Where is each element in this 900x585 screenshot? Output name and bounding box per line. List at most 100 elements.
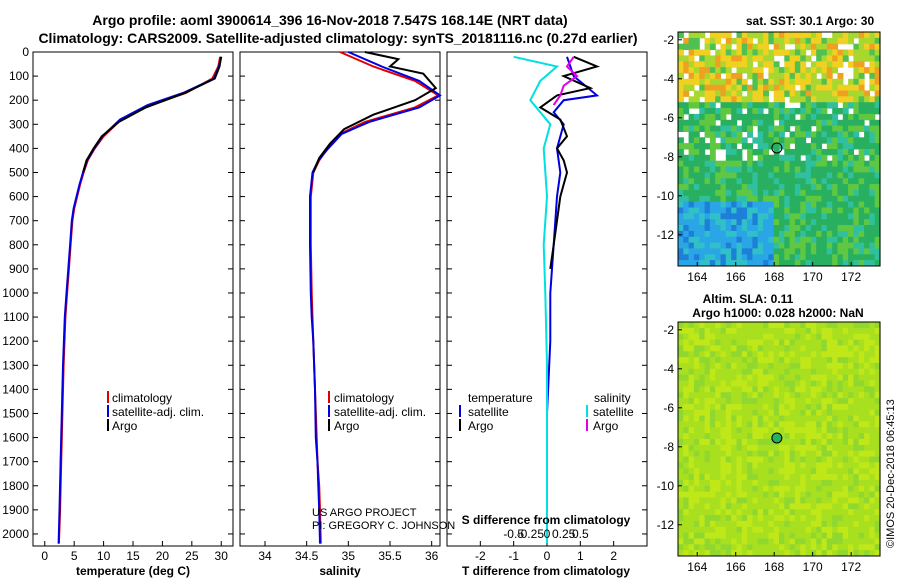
s-x-tick-label: 0.5 [572, 527, 589, 541]
map-cell [741, 468, 748, 475]
map-cell [858, 125, 865, 132]
map-cell [837, 322, 844, 329]
x-tick-label: 5 [71, 549, 78, 563]
map-cell [741, 392, 748, 399]
map-cell [821, 322, 828, 329]
map-cell [768, 67, 775, 74]
y-tick-label: 1600 [2, 431, 29, 445]
series-line-climatology [309, 51, 441, 544]
map-cell [678, 236, 684, 244]
map-cell [731, 339, 738, 346]
map-cell [848, 392, 854, 399]
map-cell [842, 225, 849, 232]
map-cell [779, 67, 785, 74]
map-cell [779, 84, 785, 92]
map-cell [731, 362, 738, 370]
map-cell [678, 362, 684, 370]
map-cell [773, 515, 780, 522]
sst-map: 164 166 168 170 172-2-4-6-8-10-12 [657, 31, 881, 284]
map-cell [784, 409, 791, 417]
map-cell [725, 439, 732, 446]
map-cell [821, 213, 828, 220]
map-cell [832, 149, 839, 156]
map-cell [678, 225, 684, 232]
map-cell [678, 538, 684, 545]
map-cell [725, 225, 732, 232]
map-cell [837, 37, 844, 45]
map-cell [821, 538, 828, 545]
map-cell [800, 143, 807, 150]
map-cell [678, 248, 684, 255]
map-cell [864, 444, 870, 452]
map-cell [816, 37, 823, 45]
map-cell [810, 485, 817, 493]
map-cell [864, 339, 870, 346]
map-cell [731, 433, 738, 440]
map-cell [864, 236, 870, 244]
map-cell [725, 444, 732, 452]
map-cell [683, 102, 690, 109]
map-cell [752, 503, 759, 510]
map-cell [725, 172, 732, 179]
map-cell [810, 160, 817, 168]
map-cell [805, 189, 812, 197]
map-cell [747, 415, 753, 422]
map-cell [864, 230, 870, 238]
map-cell [709, 242, 716, 249]
map-cell [869, 119, 876, 127]
map-cell [683, 225, 690, 232]
map-cell [757, 143, 764, 150]
map-cell [858, 462, 865, 469]
map-cell [763, 444, 769, 452]
map-cell [784, 149, 791, 156]
map-cell [853, 260, 860, 267]
map-cell [715, 78, 722, 86]
map-cell [683, 351, 690, 358]
map-cell [720, 456, 727, 463]
map-cell [699, 362, 706, 370]
map-cell [715, 49, 722, 56]
map-cell [800, 415, 807, 422]
map-cell [837, 96, 844, 103]
map-cell [832, 225, 839, 232]
map-cell [747, 260, 753, 267]
map-cell [858, 550, 865, 557]
sst-map-title: sat. SST: 30.1 Argo: 30 [746, 14, 875, 28]
map-cell [747, 43, 753, 51]
map-cell [720, 444, 727, 452]
map-cell [858, 248, 865, 255]
map-cell [794, 90, 801, 97]
map-cell [864, 90, 870, 97]
map-cell [747, 526, 753, 534]
map-cell [768, 351, 775, 358]
map-cell [731, 154, 738, 162]
map-cell [837, 160, 844, 168]
map-cell [858, 468, 865, 475]
temperature-xlabel: temperature (deg C) [76, 564, 190, 578]
map-cell [688, 49, 695, 56]
map-cell [869, 433, 876, 440]
map-cell [704, 178, 711, 185]
map-cell [874, 119, 881, 127]
map-cell [699, 515, 706, 522]
map-cell [826, 260, 833, 267]
map-cell [848, 351, 854, 358]
map-cell [709, 550, 716, 557]
map-cell [869, 351, 876, 358]
s-x-tick-label: -0.5 [503, 527, 524, 541]
sla-map: 164 166 168 170 172-2-4-6-8-10-12 [657, 321, 881, 574]
map-cell [800, 96, 807, 103]
map-cell [832, 456, 839, 463]
map-cell [853, 339, 860, 346]
map-cell [704, 415, 711, 422]
map-cell [773, 172, 780, 179]
map-cell [688, 386, 695, 393]
map-cell [874, 143, 881, 150]
map-cell [752, 119, 759, 127]
map-cell [789, 386, 796, 393]
map-cell [678, 154, 684, 162]
series-line-s-satellite [513, 55, 560, 544]
map-cell [731, 37, 738, 45]
map-cell [794, 544, 801, 551]
map-cell [715, 485, 722, 493]
